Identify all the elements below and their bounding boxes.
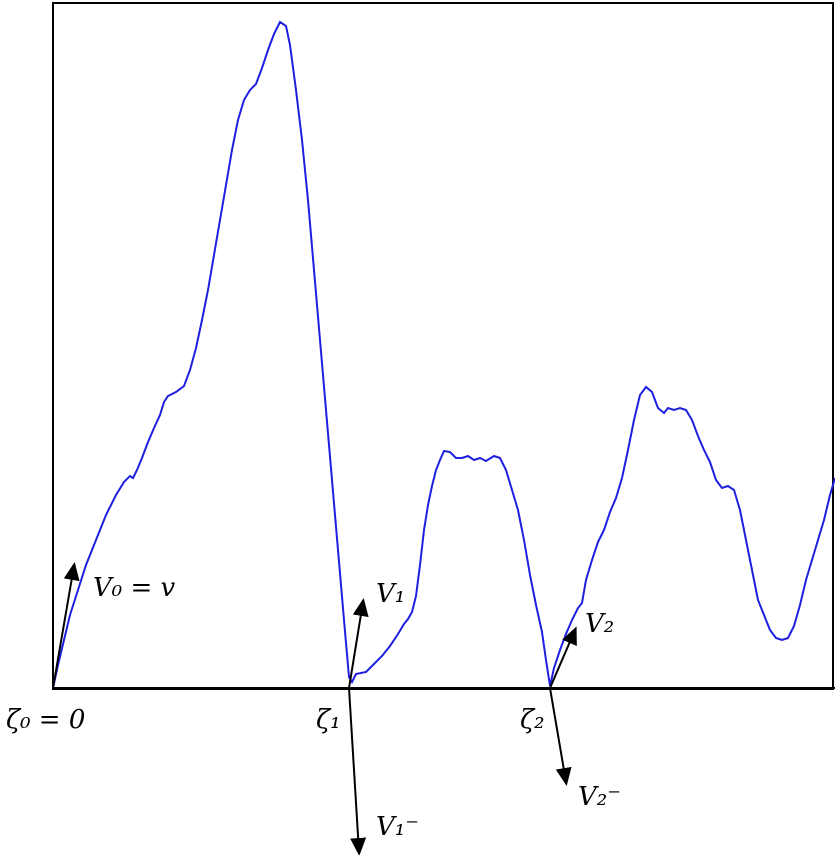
- process-path: [52, 20, 835, 689]
- arrow-v0: [52, 562, 80, 689]
- label-v1-minus: V₁⁻: [376, 812, 419, 842]
- arrow-v1: [348, 598, 369, 689]
- label-zeta1: ζ₁: [316, 705, 341, 735]
- arrow-v2: [549, 626, 577, 689]
- label-v2: V₂: [585, 609, 614, 639]
- arrow-v1-minus: [348, 687, 367, 855]
- label-v1: V₁: [376, 579, 405, 609]
- label-zeta0: ζ₀ = 0: [6, 705, 85, 735]
- label-zeta2: ζ₂: [520, 705, 545, 735]
- label-v2-minus: V₂⁻: [578, 782, 621, 812]
- arrow-v2-minus: [549, 687, 572, 786]
- label-v0: V₀ = v: [93, 573, 176, 603]
